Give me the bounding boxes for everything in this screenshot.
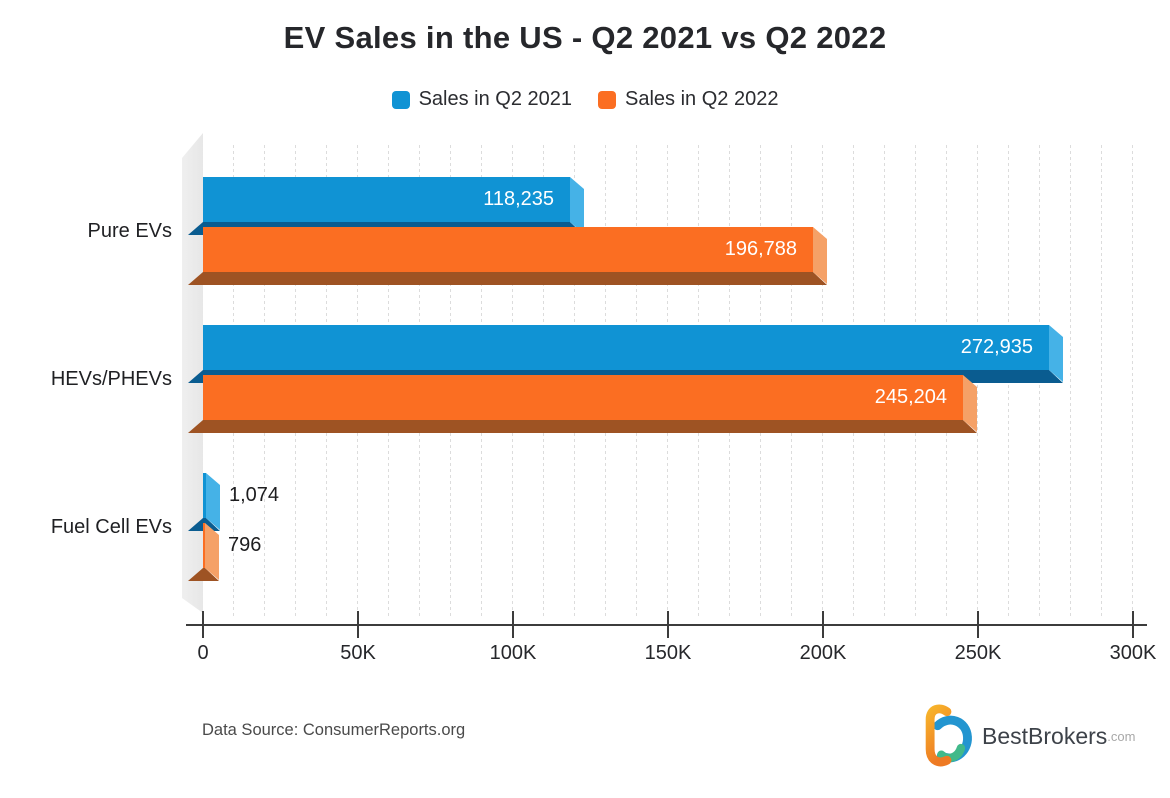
bar-value-label: 196,788	[724, 238, 797, 260]
bar-bevel-cap	[570, 177, 584, 234]
x-axis-tick	[202, 611, 204, 638]
legend-item-q2-2021: Sales in Q2 2021	[391, 88, 572, 111]
bar-bevel-cap	[1049, 325, 1063, 382]
x-axis-tick	[667, 611, 669, 638]
bar-fuel-cell-evs-sales-in-q2-2022: 796	[203, 523, 261, 581]
bar-face	[203, 375, 963, 420]
x-tick-label-250k: 250K	[954, 642, 1002, 664]
x-axis-tick	[977, 611, 979, 638]
bar-shadow-face	[188, 420, 977, 433]
bar-face	[203, 325, 1049, 370]
bestbrokers-logo: BestBrokers .com	[918, 703, 1135, 769]
bar-hevs-phevs-sales-in-q2-2022: 245,204	[203, 375, 977, 433]
bar-shadow-face	[188, 272, 827, 285]
category-label-hevs-phevs: HEVs/PHEVs	[50, 368, 172, 390]
bar-face	[203, 523, 205, 568]
x-tick-label-0: 0	[197, 642, 209, 664]
bar-bevel-cap	[205, 523, 219, 580]
x-tick-label-200k: 200K	[799, 642, 847, 664]
brand-suffix: .com	[1107, 728, 1136, 744]
bar-bevel-cap	[206, 473, 220, 530]
bar-bevel-cap	[963, 375, 977, 432]
bar-face	[203, 177, 570, 222]
category-label-fuel-cell-evs: Fuel Cell EVs	[50, 516, 172, 538]
x-tick-label-50k: 50K	[340, 642, 376, 664]
bar-value-label: 245,204	[874, 386, 947, 408]
x-tick-label-300k: 300K	[1109, 642, 1157, 664]
bar-value-label: 272,935	[960, 336, 1033, 358]
bar-value-label: 118,235	[483, 188, 554, 210]
bar-value-label: 796	[228, 534, 262, 556]
bar-face	[203, 473, 206, 518]
legend-label-q2-2021: Sales in Q2 2021	[418, 88, 572, 110]
x-axis-tick	[357, 611, 359, 638]
legend-label-q2-2022: Sales in Q2 2022	[625, 88, 779, 110]
bar-pure-evs-sales-in-q2-2022: 196,788	[203, 227, 827, 285]
bar-bevel-cap	[813, 227, 827, 284]
x-tick-label-150k: 150K	[644, 642, 692, 664]
x-tick-label-100k: 100K	[489, 642, 537, 664]
legend-item-q2-2022: Sales in Q2 2022	[598, 88, 778, 111]
bar-value-label: 1,074	[229, 484, 280, 506]
legend-swatch-q2-2021	[391, 90, 410, 109]
bar-face	[203, 227, 813, 272]
bestbrokers-logo-icon	[925, 704, 972, 767]
bar-fuel-cell-evs-sales-in-q2-2021: 1,074	[203, 473, 279, 531]
axis-wall-3d	[182, 133, 203, 613]
category-label-pure-evs: Pure EVs	[87, 220, 172, 242]
legend: Sales in Q2 2021 Sales in Q2 2022	[0, 88, 1170, 111]
x-axis-line	[186, 624, 1147, 626]
x-axis-tick	[1132, 611, 1134, 638]
x-axis-tick	[512, 611, 514, 638]
data-source-note: Data Source: ConsumerReports.org	[202, 721, 466, 739]
chart-title: EV Sales in the US - Q2 2021 vs Q2 2022	[283, 20, 887, 55]
brand-name: BestBrokers	[982, 722, 1108, 749]
x-axis-tick	[822, 611, 824, 638]
legend-swatch-q2-2022	[598, 90, 616, 109]
